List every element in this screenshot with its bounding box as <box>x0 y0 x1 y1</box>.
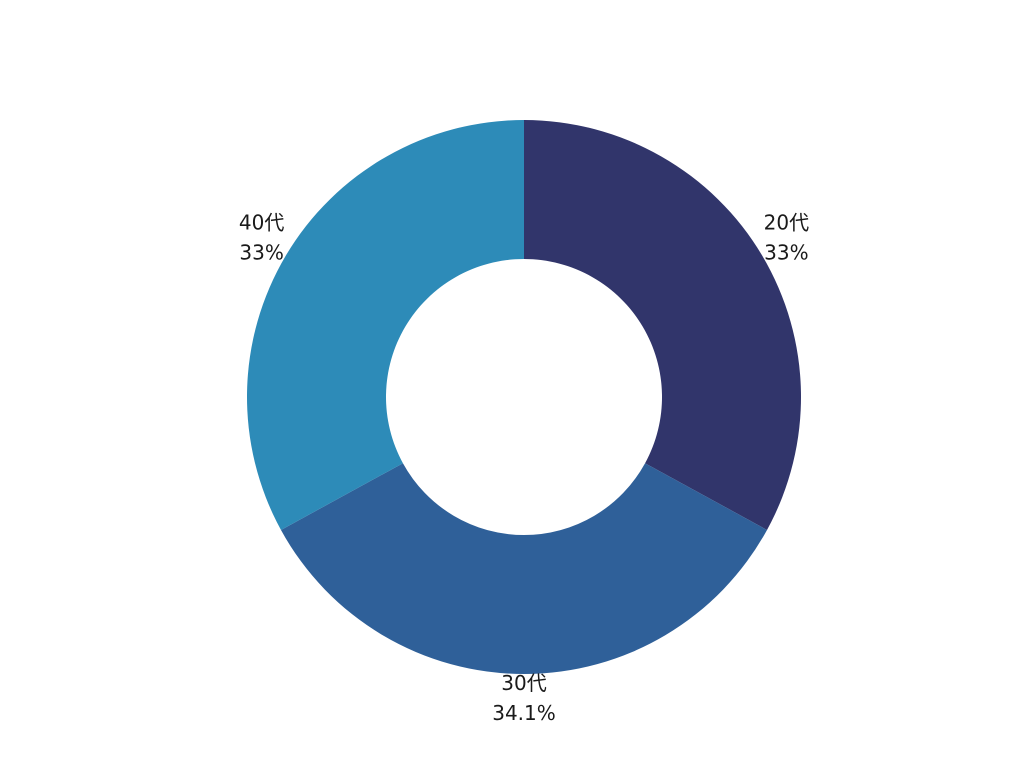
donut-slices <box>246 120 801 674</box>
slice-labels: 20代 33%30代 34.1%40代 33% <box>239 210 809 725</box>
slice-category-label: 40代 <box>239 210 284 234</box>
slice-percent-label: 33% <box>239 240 283 264</box>
slice-label: 20代 33% <box>764 210 809 264</box>
slice-percent-label: 33% <box>764 240 808 264</box>
donut-slice <box>246 120 524 530</box>
slice-label: 40代 33% <box>239 210 284 264</box>
slice-category-label: 30代 <box>501 671 546 695</box>
slice-percent-label: 34.1% <box>492 701 556 725</box>
slice-category-label: 20代 <box>764 210 809 234</box>
donut-slice <box>524 120 801 530</box>
slice-label: 30代 34.1% <box>492 671 556 725</box>
donut-slice <box>280 463 768 674</box>
